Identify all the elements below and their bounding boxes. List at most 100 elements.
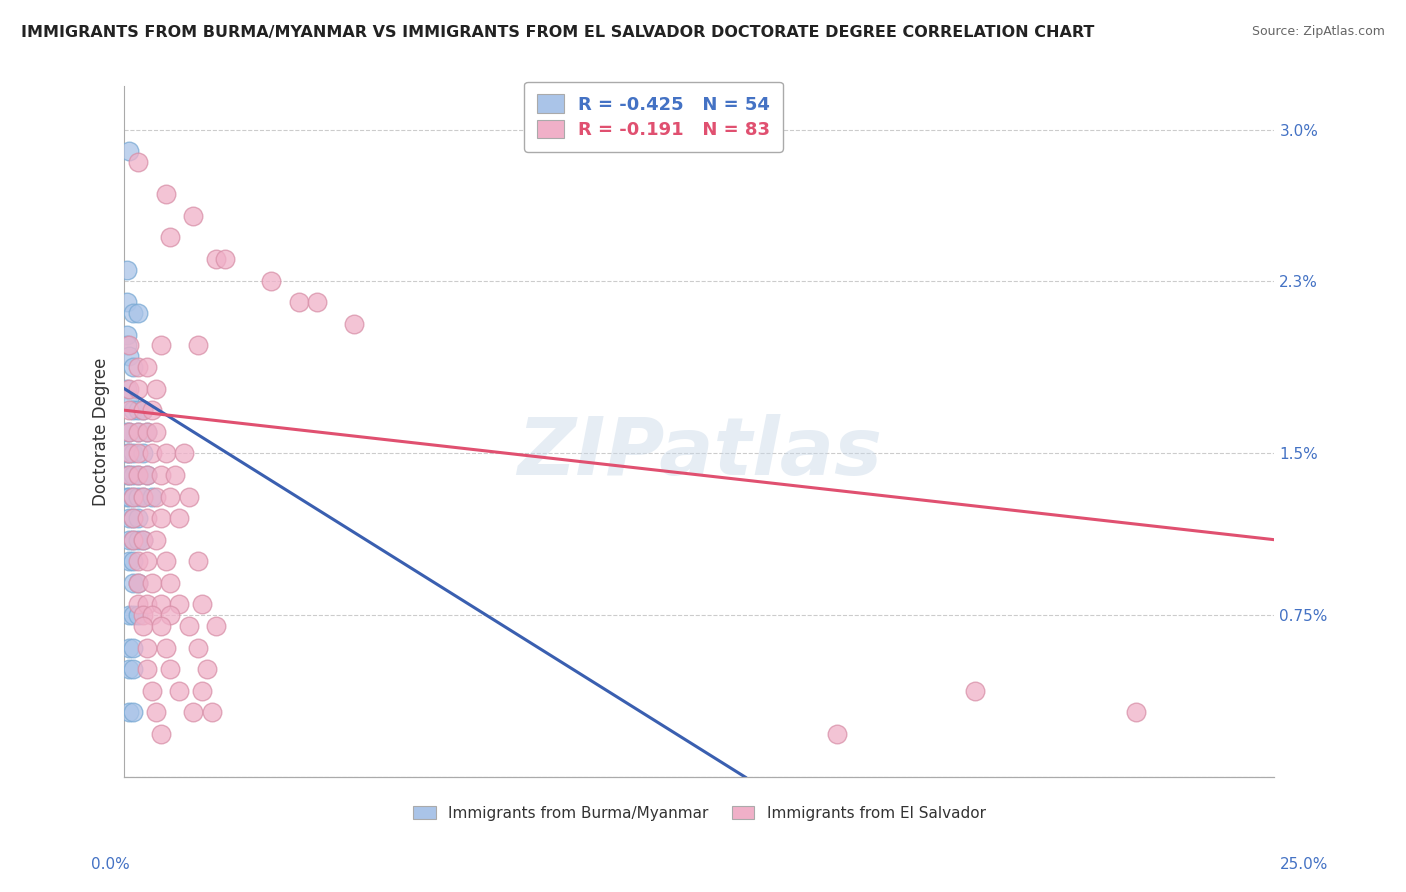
Point: [122, 511, 145, 525]
Point: [131, 619, 153, 633]
Point: [187, 554, 209, 568]
Point: [136, 598, 159, 612]
Point: [115, 467, 138, 482]
Point: [118, 446, 141, 460]
Point: [159, 575, 181, 590]
Point: [131, 533, 153, 547]
Point: [343, 317, 366, 331]
Point: [169, 598, 191, 612]
Point: [122, 608, 145, 623]
Point: [177, 619, 200, 633]
Point: [127, 155, 149, 169]
Point: [127, 511, 149, 525]
Point: [118, 640, 141, 655]
Point: [307, 295, 329, 310]
Point: [155, 187, 177, 202]
Point: [136, 467, 159, 482]
Point: [131, 403, 153, 417]
Point: [131, 446, 153, 460]
Point: [150, 467, 173, 482]
Point: [145, 425, 167, 439]
Point: [131, 608, 153, 623]
Point: [122, 554, 145, 568]
Point: [118, 706, 141, 720]
Point: [150, 511, 173, 525]
Point: [118, 467, 141, 482]
Text: Source: ZipAtlas.com: Source: ZipAtlas.com: [1251, 25, 1385, 38]
Text: IMMIGRANTS FROM BURMA/MYANMAR VS IMMIGRANTS FROM EL SALVADOR DOCTORATE DEGREE CO: IMMIGRANTS FROM BURMA/MYANMAR VS IMMIGRA…: [21, 25, 1094, 40]
Point: [187, 338, 209, 352]
Point: [173, 446, 195, 460]
Text: ZIPatlas: ZIPatlas: [517, 414, 882, 491]
Point: [118, 511, 141, 525]
Point: [131, 490, 153, 504]
Point: [118, 467, 141, 482]
Point: [115, 446, 138, 460]
Point: [115, 338, 138, 352]
Point: [169, 683, 191, 698]
Point: [141, 403, 163, 417]
Point: [115, 425, 138, 439]
Point: [122, 490, 145, 504]
Point: [260, 274, 283, 288]
Point: [201, 706, 224, 720]
Point: [118, 662, 141, 676]
Point: [122, 403, 145, 417]
Point: [136, 554, 159, 568]
Point: [127, 490, 149, 504]
Point: [118, 490, 141, 504]
Point: [115, 382, 138, 396]
Point: [118, 608, 141, 623]
Point: [122, 706, 145, 720]
Point: [159, 662, 181, 676]
Point: [118, 403, 141, 417]
Point: [118, 554, 141, 568]
Point: [145, 706, 167, 720]
Point: [122, 446, 145, 460]
Point: [141, 608, 163, 623]
Point: [150, 338, 173, 352]
Point: [127, 554, 149, 568]
Point: [136, 425, 159, 439]
Point: [118, 392, 141, 407]
Point: [127, 306, 149, 320]
Point: [118, 425, 141, 439]
Point: [122, 490, 145, 504]
Point: [115, 295, 138, 310]
Point: [122, 662, 145, 676]
Point: [122, 533, 145, 547]
Point: [127, 467, 149, 482]
Point: [187, 640, 209, 655]
Point: [163, 467, 186, 482]
Point: [115, 263, 138, 277]
Point: [169, 511, 191, 525]
Point: [127, 467, 149, 482]
Point: [127, 425, 149, 439]
Point: [115, 327, 138, 342]
Point: [159, 490, 181, 504]
Point: [122, 467, 145, 482]
Point: [150, 619, 173, 633]
Point: [195, 662, 218, 676]
Point: [136, 511, 159, 525]
Point: [150, 727, 173, 741]
Point: [177, 490, 200, 504]
Y-axis label: Doctorate Degree: Doctorate Degree: [93, 358, 110, 506]
Point: [115, 490, 138, 504]
Point: [205, 619, 228, 633]
Legend: Immigrants from Burma/Myanmar, Immigrants from El Salvador: Immigrants from Burma/Myanmar, Immigrant…: [405, 798, 993, 829]
Point: [141, 575, 163, 590]
Point: [141, 446, 163, 460]
Point: [214, 252, 236, 266]
Point: [127, 382, 149, 396]
Point: [127, 575, 149, 590]
Point: [122, 359, 145, 374]
Point: [127, 608, 149, 623]
Point: [191, 683, 214, 698]
Point: [136, 640, 159, 655]
Point: [118, 144, 141, 158]
Point: [141, 490, 163, 504]
Point: [205, 252, 228, 266]
Point: [122, 306, 145, 320]
Point: [127, 425, 149, 439]
